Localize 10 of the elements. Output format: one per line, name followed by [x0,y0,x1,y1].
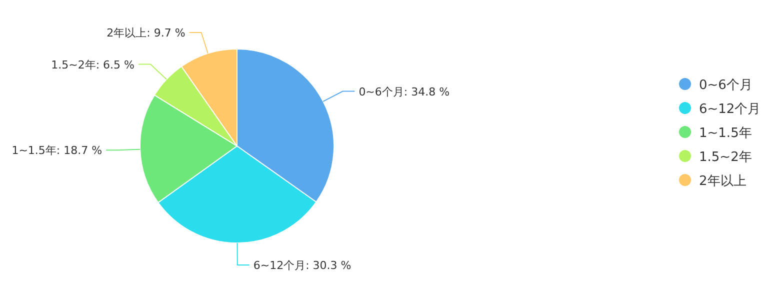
data-label: 1.5~2年: 6.5 % [51,58,135,72]
data-label: 1~1.5年: 18.7 % [12,144,102,158]
legend-label: 0~6个月 [699,78,752,93]
data-label: 2年以上: 9.7 % [106,26,186,40]
legend-label: 1~1.5年 [699,126,752,141]
data-label: 6~12个月: 30.3 % [253,259,352,272]
legend-label: 2年以上 [699,174,746,189]
data-label: 0~6个月: 34.8 % [358,85,450,98]
legend-label: 6~12个月 [699,102,761,117]
legend-label: 1.5~2年 [699,150,752,165]
